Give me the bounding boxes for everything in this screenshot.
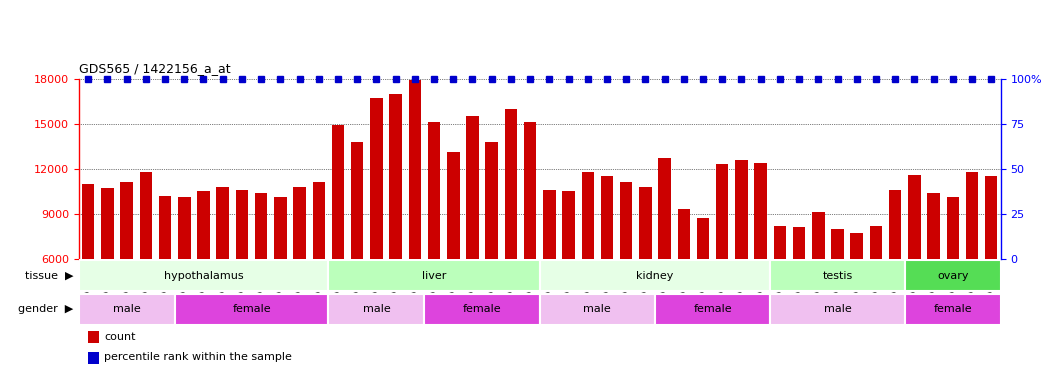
Text: female: female (233, 304, 270, 314)
Text: male: male (584, 304, 611, 314)
Text: male: male (824, 304, 851, 314)
Bar (255, 193, 267, 259)
Bar (793, 227, 805, 259)
Bar (966, 172, 978, 259)
Bar (655, 294, 770, 324)
Bar (658, 158, 671, 259)
Bar (328, 260, 540, 291)
Bar (927, 193, 940, 259)
Text: kidney: kidney (636, 271, 674, 280)
Text: liver: liver (422, 271, 446, 280)
Bar (697, 218, 709, 259)
Text: GDS565 / 1422156_a_at: GDS565 / 1422156_a_at (79, 62, 231, 75)
Bar (889, 190, 901, 259)
Bar (770, 260, 904, 291)
Bar (178, 197, 191, 259)
Bar (870, 226, 882, 259)
Text: gender  ▶: gender ▶ (18, 304, 73, 314)
Bar (563, 191, 574, 259)
Bar (755, 163, 767, 259)
Text: tissue  ▶: tissue ▶ (25, 271, 73, 280)
Bar (505, 109, 517, 259)
Bar (601, 176, 613, 259)
Bar (812, 212, 825, 259)
Bar (275, 197, 286, 259)
Bar (851, 233, 863, 259)
Bar (485, 142, 498, 259)
Bar (678, 209, 690, 259)
Bar (466, 116, 479, 259)
Text: female: female (934, 304, 973, 314)
Bar (370, 98, 383, 259)
Bar (159, 196, 171, 259)
Bar (175, 294, 328, 324)
Text: female: female (694, 304, 732, 314)
Bar (217, 187, 228, 259)
Bar (770, 294, 904, 324)
Bar (312, 182, 325, 259)
Bar (524, 122, 537, 259)
Text: hypothalamus: hypothalamus (163, 271, 243, 280)
Bar (904, 260, 1001, 291)
Bar (428, 122, 440, 259)
Bar (197, 191, 210, 259)
Bar (716, 164, 728, 259)
Bar (102, 188, 113, 259)
Bar (909, 175, 920, 259)
Bar (773, 226, 786, 259)
Bar (985, 176, 998, 259)
Bar (328, 294, 424, 324)
Bar (582, 172, 594, 259)
Bar (447, 152, 459, 259)
Bar (121, 182, 133, 259)
Bar (904, 294, 1001, 324)
Bar (424, 294, 540, 324)
Bar (79, 294, 175, 324)
Bar (79, 260, 328, 291)
Text: testis: testis (823, 271, 853, 280)
Text: male: male (363, 304, 390, 314)
Bar (543, 190, 555, 259)
Bar (620, 182, 632, 259)
Bar (831, 229, 844, 259)
Bar (540, 260, 770, 291)
Bar (88, 331, 99, 344)
Bar (639, 187, 652, 259)
Bar (736, 160, 747, 259)
Text: female: female (463, 304, 501, 314)
Text: count: count (105, 332, 136, 342)
Bar (946, 197, 959, 259)
Bar (88, 352, 99, 364)
Bar (540, 294, 655, 324)
Bar (351, 142, 364, 259)
Bar (390, 94, 401, 259)
Bar (332, 125, 344, 259)
Bar (293, 187, 306, 259)
Bar (236, 190, 248, 259)
Text: percentile rank within the sample: percentile rank within the sample (105, 352, 292, 363)
Text: male: male (113, 304, 140, 314)
Bar (409, 80, 421, 259)
Text: ovary: ovary (937, 271, 968, 280)
Bar (139, 172, 152, 259)
Bar (82, 184, 94, 259)
